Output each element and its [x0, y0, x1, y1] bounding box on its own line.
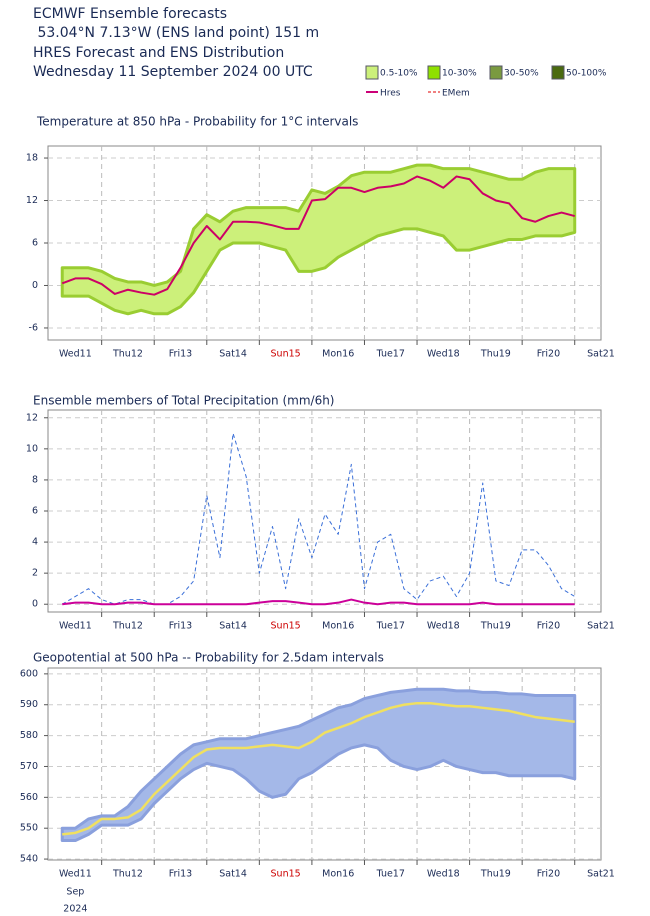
y-tick-label: 550 [20, 823, 38, 834]
x-tick-label: Thu19 [480, 349, 511, 360]
legend-label: 30-50% [504, 69, 539, 79]
series-line [61, 175, 575, 296]
x-tick-label: Tue17 [376, 349, 405, 360]
x-tick-label: Tue17 [376, 869, 405, 880]
probability-band [60, 163, 577, 316]
x-tick-label: Fri13 [169, 349, 192, 360]
x-tick-label: Mon16 [322, 349, 354, 360]
legend-swatch [365, 65, 379, 80]
legend-label: 10-30% [442, 69, 477, 79]
chart-title: Geopotential at 500 hPa -- Probability f… [33, 651, 384, 665]
x-tick-label: Thu12 [112, 349, 143, 360]
x-tick-label: Wed18 [427, 869, 460, 880]
x-tick-label: Sun15 [271, 621, 301, 632]
x-tick-label: Sat21 [587, 621, 615, 632]
x-sublabel: Sep [66, 887, 84, 898]
x-tick-label: Fri20 [537, 621, 560, 632]
x-tick-label: Fri20 [537, 349, 560, 360]
legend-label: Hres [380, 89, 401, 99]
x-sublabel: 2024 [63, 904, 87, 915]
legend-swatch [551, 65, 565, 80]
x-tick-label: Sat14 [219, 621, 247, 632]
x-tick-label: Sat21 [587, 349, 615, 360]
x-tick-label: Sun15 [271, 349, 301, 360]
x-tick-label: Wed11 [59, 621, 92, 632]
series-line [61, 432, 575, 605]
x-tick-label: Fri13 [169, 621, 192, 632]
y-tick-label: 6 [32, 238, 38, 249]
x-tick-label: Fri13 [169, 869, 192, 880]
x-tick-label: Wed11 [59, 869, 92, 880]
legend-swatch [489, 65, 503, 80]
x-tick-label: Fri20 [537, 869, 560, 880]
y-tick-label: 540 [20, 854, 38, 865]
x-tick-label: Sun15 [271, 869, 301, 880]
x-tick-label: Tue17 [376, 621, 405, 632]
x-tick-label: Wed11 [59, 349, 92, 360]
x-tick-label: Thu12 [112, 869, 143, 880]
header-line: ECMWF Ensemble forecasts [33, 6, 227, 22]
y-tick-label: 570 [20, 761, 38, 772]
y-tick-label: 600 [20, 668, 38, 679]
y-tick-label: 12 [26, 412, 38, 423]
x-tick-label: Wed18 [427, 621, 460, 632]
x-tick-label: Mon16 [322, 621, 354, 632]
y-tick-label: 580 [20, 730, 38, 741]
series-line [62, 701, 575, 836]
legend-swatch [427, 65, 441, 80]
y-tick-label: 6 [32, 506, 38, 517]
chart-title: Temperature at 850 hPa - Probability for… [36, 115, 358, 129]
legend-label: EMem [442, 89, 470, 99]
y-tick-label: 2 [32, 568, 38, 579]
header-line: 53.04°N 7.13°W (ENS land point) 151 m [33, 25, 319, 41]
x-tick-label: Thu19 [480, 869, 511, 880]
y-tick-label: 10 [26, 443, 38, 454]
x-tick-label: Thu12 [112, 621, 143, 632]
y-tick-label: 0 [32, 599, 38, 610]
x-tick-label: Sat14 [219, 869, 247, 880]
y-tick-label: 590 [20, 699, 38, 710]
legend-label: 0.5-10% [380, 69, 418, 79]
y-tick-label: 12 [26, 195, 38, 206]
x-tick-label: Wed18 [427, 349, 460, 360]
series-line [62, 598, 575, 606]
x-tick-label: Sat14 [219, 349, 247, 360]
header-line: Wednesday 11 September 2024 00 UTC [33, 64, 313, 80]
legend-label: 50-100% [566, 69, 607, 79]
x-tick-label: Mon16 [322, 869, 354, 880]
y-tick-label: 4 [32, 537, 38, 548]
y-tick-label: 0 [32, 280, 38, 291]
y-tick-label: -6 [29, 322, 38, 333]
x-tick-label: Thu19 [480, 621, 511, 632]
probability-band [60, 687, 577, 843]
y-tick-label: 18 [26, 153, 38, 164]
y-tick-label: 8 [32, 474, 38, 485]
x-tick-label: Sat21 [587, 869, 615, 880]
y-tick-label: 560 [20, 792, 38, 803]
header-line: HRES Forecast and ENS Distribution [33, 45, 284, 61]
chart-title: Ensemble members of Total Precipitation … [33, 394, 335, 408]
